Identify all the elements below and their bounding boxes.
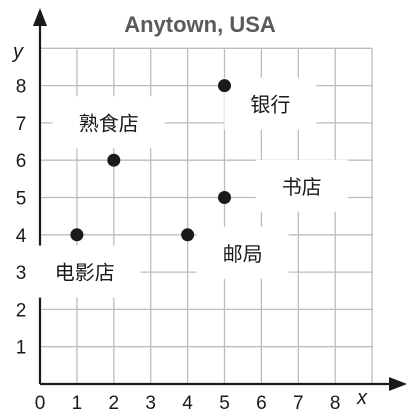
y-axis-arrow	[33, 8, 47, 26]
data-point	[181, 228, 195, 242]
place-label-background	[196, 226, 289, 279]
place-label: 银行	[250, 93, 290, 117]
x-tick-label: 0	[35, 393, 46, 411]
x-tick-label: 5	[219, 393, 230, 411]
y-axis-label: y	[11, 41, 24, 63]
data-points	[70, 79, 231, 242]
data-point	[70, 228, 84, 242]
chart-title: Anytown, USA	[124, 12, 276, 37]
data-point	[107, 153, 121, 167]
y-tick-label: 5	[16, 189, 27, 210]
x-tick-label: 8	[330, 393, 341, 411]
x-tick-label: 2	[109, 393, 120, 411]
place-label-background	[28, 245, 141, 298]
tick-labels: 0 1 2 3 4 5 6 7 8 1 2 3 4 5 6 7 8	[16, 77, 341, 411]
data-point	[218, 79, 231, 93]
place-label-background	[52, 96, 165, 149]
x-tick-label: 7	[293, 393, 304, 411]
y-tick-label: 7	[16, 114, 27, 135]
x-tick-label: 4	[182, 393, 193, 411]
y-tick-label: 4	[16, 226, 27, 247]
y-tick-label: 3	[16, 263, 27, 284]
y-tick-label: 1	[16, 338, 27, 359]
data-point	[218, 191, 231, 204]
x-axis-arrow	[389, 377, 407, 391]
place-label: 电影店	[55, 261, 115, 285]
y-tick-label: 2	[16, 300, 27, 321]
place-label: 邮局	[223, 242, 263, 266]
y-tick-label: 6	[16, 151, 27, 172]
place-label: 书店	[282, 175, 322, 199]
x-tick-label: 1	[72, 393, 83, 411]
place-label-background	[224, 77, 317, 130]
axes	[33, 8, 407, 391]
x-axis-label: x	[356, 387, 368, 409]
x-tick-label: 6	[256, 393, 267, 411]
place-label: 熟食店	[79, 111, 139, 135]
place-label-background	[255, 159, 348, 212]
x-tick-label: 3	[145, 393, 156, 411]
y-tick-label: 8	[16, 77, 27, 98]
